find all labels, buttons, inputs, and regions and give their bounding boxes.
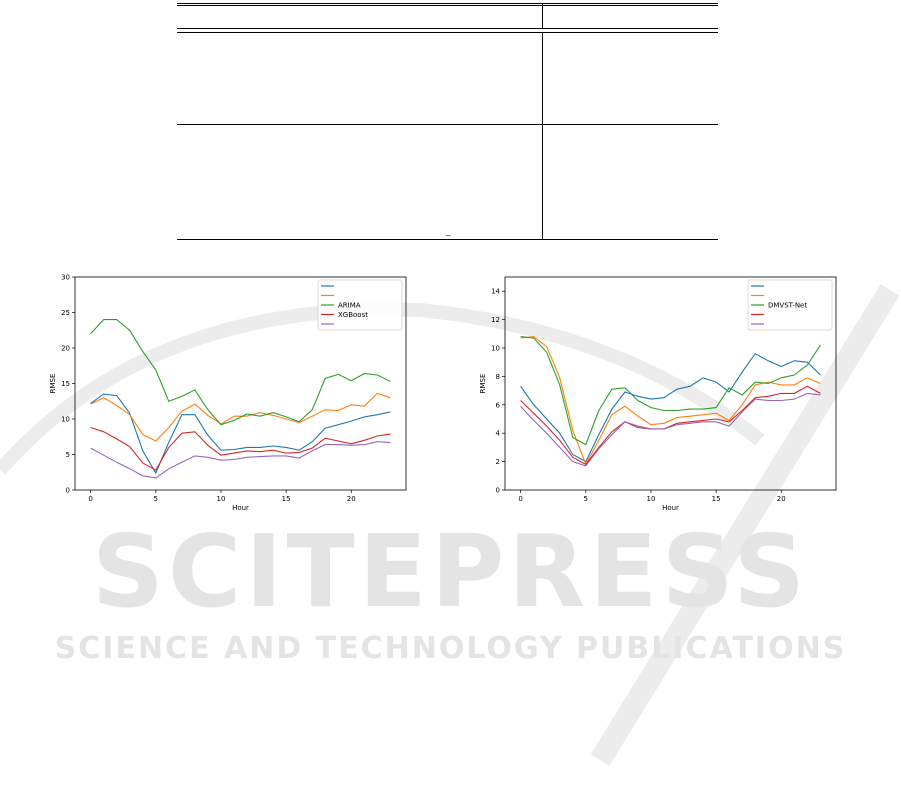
- x-tick-label: 5: [584, 495, 588, 503]
- y-tick-label: 20: [61, 345, 70, 353]
- table-header-rule: [177, 28, 718, 29]
- y-axis-label: RMSE: [49, 374, 57, 394]
- y-tick-label: 2: [496, 458, 500, 466]
- y-tick-label: 12: [491, 316, 500, 324]
- x-axis-label: Hour: [232, 504, 249, 512]
- chart-right: 0 5 10 15 20 0 2 4 6 8 10 12 14 Hour RMSE DMVST-Net: [479, 276, 837, 512]
- x-tick-label: 15: [712, 495, 721, 503]
- y-axis-label: RMSE: [479, 374, 487, 394]
- x-tick-label: 0: [88, 495, 92, 503]
- x-tick-label: 20: [777, 495, 786, 503]
- y-tick-label: 4: [496, 430, 501, 438]
- plot-frame: [504, 276, 837, 491]
- y-tick-label: 15: [61, 380, 70, 388]
- y-tick-label: 10: [61, 416, 70, 424]
- x-tick-label: 10: [646, 495, 655, 503]
- table-top-rule: [177, 3, 718, 4]
- legend-box: [317, 279, 403, 331]
- series-line-3: [90, 426, 391, 471]
- series-line-2: [90, 319, 391, 426]
- legend-label-2: ARIMA: [338, 302, 361, 310]
- table-column-divider-body: [542, 32, 543, 239]
- legend-label-3: XGBoost: [338, 311, 368, 319]
- x-tick-label: 20: [347, 495, 356, 503]
- y-tick-label: 30: [61, 274, 70, 282]
- series-line-2: [520, 336, 821, 446]
- series-line-3: [520, 385, 821, 466]
- y-tick-label: 0: [66, 487, 70, 495]
- y-tick-label: 8: [496, 373, 500, 381]
- x-tick-label: 15: [282, 495, 291, 503]
- series-line-0: [520, 352, 821, 463]
- x-axis-label: Hour: [662, 504, 679, 512]
- y-tick-label: 10: [491, 345, 500, 353]
- y-tick-label: 14: [491, 288, 500, 296]
- x-tick-label: 10: [216, 495, 225, 503]
- watermark-subtitle: SCIENCE AND TECHNOLOGY PUBLICATIONS: [54, 631, 847, 666]
- table-mid-rule: [177, 124, 718, 125]
- table-header-rule-2: [177, 32, 718, 33]
- table-footnote-mark: ‾: [446, 235, 451, 245]
- y-tick-label: 25: [61, 309, 70, 317]
- y-tick-label: 0: [496, 487, 500, 495]
- series-line-4: [520, 392, 821, 467]
- x-tick-label: 5: [154, 495, 158, 503]
- y-tick-label: 5: [66, 451, 70, 459]
- legend-box: [747, 279, 833, 331]
- series-line-4: [90, 441, 391, 479]
- series-line-1: [90, 392, 391, 442]
- series-line-0: [90, 393, 391, 475]
- x-tick-label: 0: [518, 495, 522, 503]
- table-top-rule-2: [177, 5, 718, 6]
- table-bottom-rule: [177, 239, 718, 240]
- watermark-title: SCITEPRESS: [91, 513, 810, 630]
- y-tick-label: 6: [496, 401, 501, 409]
- table-column-divider: [542, 4, 543, 28]
- legend-label-2: DMVST-Net: [768, 302, 807, 310]
